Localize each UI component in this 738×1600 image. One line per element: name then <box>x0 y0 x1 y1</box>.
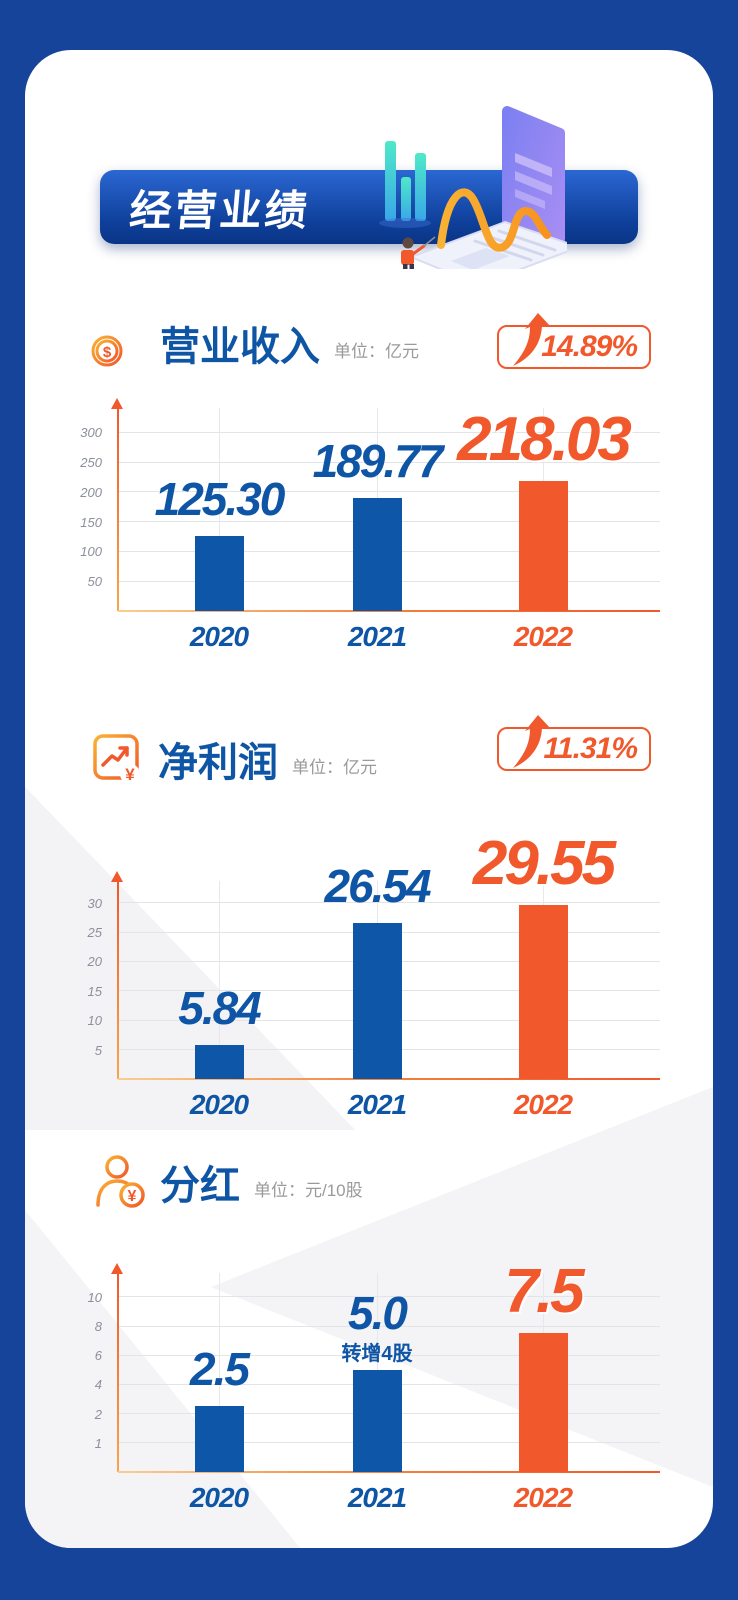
h-gridline <box>118 1354 660 1356</box>
value-label-2022: 218.03 <box>457 405 632 475</box>
v-gridline <box>219 408 220 611</box>
growth-percent: 11.31% <box>543 732 638 765</box>
chart-net-profit: 5 10 15 20 25 30 5.84 2020 26.54 2021 29.55 2022 <box>25 50 713 1548</box>
section-net-profit-title: 净利润 <box>158 741 278 785</box>
year-label-2021: 2021 <box>347 621 407 652</box>
section-dividend-unit: 单位：元/10股 <box>254 1181 363 1200</box>
laptop-screen <box>502 106 565 263</box>
y-tick-label: 8 <box>94 1319 102 1334</box>
year-label-2022: 2022 <box>513 1089 573 1120</box>
person-figure <box>401 236 436 269</box>
year-label-2020: 2020 <box>189 1482 249 1513</box>
h-gridline <box>118 461 660 463</box>
y-tick-label: 300 <box>80 425 102 441</box>
v-gridline <box>219 881 220 1079</box>
charts-area: 50 100 150 200 250 300 125.30 2020 189.77 2021 218… <box>25 50 713 1548</box>
bar-2020 <box>194 536 244 611</box>
h-gridline <box>118 431 660 433</box>
trend-chart-icon: ¥ <box>93 734 140 784</box>
x-axis-line <box>118 1078 660 1080</box>
revenue-growth-badge: 14.89% <box>497 313 651 369</box>
value-label-2020: 125.30 <box>154 473 286 526</box>
year-label-2020: 2020 <box>189 621 249 652</box>
section-revenue-title: 营业收入 <box>160 325 320 369</box>
y-axis-line <box>117 408 119 611</box>
year-label-2020: 2020 <box>189 1089 249 1120</box>
bar-2022 <box>518 905 568 1079</box>
bar-2021 <box>352 922 402 1079</box>
section-revenue-header: $ 营业收入 单位：亿元 <box>90 313 419 369</box>
growth-percent: 14.89% <box>541 330 638 363</box>
year-label-2022: 2022 <box>513 621 573 652</box>
y-axis-arrowhead <box>111 398 123 409</box>
section-dividend-header: ¥ 分红 单位：元/10股 <box>90 1151 363 1208</box>
svg-text:¥: ¥ <box>128 1188 137 1205</box>
x-axis-line <box>118 610 660 612</box>
chart-revenue: 50 100 150 200 250 300 125.30 2020 189.77 2021 218… <box>25 50 713 1548</box>
bar-2021 <box>352 1369 402 1472</box>
h-gridline <box>118 902 660 904</box>
y-tick-label: 30 <box>87 895 102 911</box>
value-label-2021: 5.0 <box>348 1286 408 1339</box>
svg-text:¥: ¥ <box>125 765 135 784</box>
up-arrow-icon <box>513 313 551 366</box>
section-net-profit-unit: 单位：亿元 <box>292 758 377 777</box>
y-tick-label: 200 <box>80 484 102 500</box>
y-tick-label: 150 <box>80 514 102 530</box>
bar-2021 <box>352 497 402 611</box>
x-axis-line <box>118 1471 660 1473</box>
y-tick-label: 5 <box>94 1042 102 1058</box>
y-tick-label: 4 <box>94 1377 102 1393</box>
wave-line <box>437 188 551 252</box>
y-tick-label: 20 <box>87 954 102 970</box>
h-gridline <box>118 1296 660 1298</box>
shareholder-coin-icon: ¥ <box>96 1155 145 1208</box>
y-axis-arrowhead <box>111 1263 123 1274</box>
y-tick-label: 15 <box>87 983 102 999</box>
year-label-2021: 2021 <box>347 1482 407 1513</box>
section-revenue-unit: 单位：亿元 <box>334 342 419 361</box>
section-net-profit-header: ¥ 净利润 单位：亿元 <box>90 731 377 785</box>
up-arrow-icon <box>513 715 551 768</box>
y-tick-label: 10 <box>87 1289 102 1305</box>
y-axis-line <box>117 1273 119 1472</box>
laptop-chart-illustration <box>379 106 567 269</box>
y-axis-arrowhead <box>111 871 123 882</box>
value-label-2022: 7.5 <box>504 1257 584 1327</box>
y-tick-label: 250 <box>80 455 102 470</box>
value-label-2021: 189.77 <box>312 434 444 487</box>
y-tick-label: 2 <box>94 1406 102 1422</box>
h-gridline <box>118 1325 660 1327</box>
y-tick-label: 6 <box>94 1348 102 1364</box>
section-dividend-title: 分红 <box>160 1164 240 1208</box>
bar-2022 <box>518 481 568 611</box>
h-gridline <box>118 491 660 493</box>
y-tick-label: 50 <box>87 574 102 590</box>
y-axis-line <box>117 881 119 1079</box>
value-label-2020: 2.5 <box>190 1343 250 1396</box>
net-profit-growth-badge: 11.31% <box>497 715 651 771</box>
y-tick-label: 25 <box>87 925 102 940</box>
y-tick-label: 10 <box>87 1013 102 1029</box>
svg-text:$: $ <box>103 344 112 361</box>
bar-2020 <box>194 1044 244 1079</box>
coin-stack-icon: $ <box>91 319 146 367</box>
content-card: 经营业绩 <box>25 50 713 1548</box>
bonus-share-note: 转增4股 <box>341 1342 413 1365</box>
year-label-2021: 2021 <box>347 1089 407 1120</box>
value-label-2022: 29.55 <box>472 829 616 899</box>
year-label-2022: 2022 <box>513 1482 573 1513</box>
bar-2022 <box>518 1333 568 1472</box>
value-label-2020: 5.84 <box>178 981 262 1034</box>
value-label-2021: 26.54 <box>324 859 431 912</box>
y-tick-label: 1 <box>94 1435 102 1451</box>
v-gridline <box>219 1273 220 1472</box>
chart-dividend: 1 2 4 6 8 10 2.5 2020 转增4股 5.0 2021 7.5 2022 <box>25 50 713 1548</box>
bar-chart-icon <box>379 141 431 228</box>
y-tick-label: 100 <box>80 544 102 560</box>
bar-2020 <box>194 1406 244 1472</box>
